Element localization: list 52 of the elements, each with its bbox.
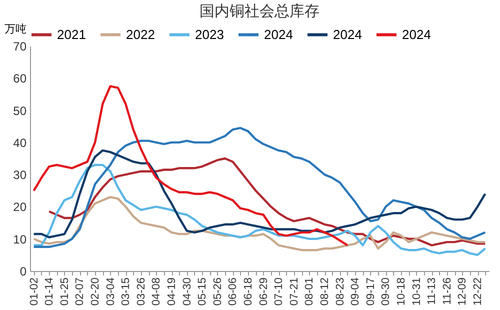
x-tick-label: 08-23 xyxy=(334,278,346,306)
x-tick-label: 05-26 xyxy=(212,278,224,306)
x-tick-label: 07-10 xyxy=(273,278,286,306)
line-series xyxy=(32,164,486,256)
y-tick-label: 50 xyxy=(13,104,27,118)
legend-label: 2021 xyxy=(57,26,86,42)
x-tick-label: 08-12 xyxy=(319,278,332,306)
x-tick-label: 04-30 xyxy=(181,278,194,306)
x-tick-label: 06-18 xyxy=(242,278,255,306)
y-tick-label: 20 xyxy=(13,200,27,214)
x-tick-label: 06-06 xyxy=(227,278,240,306)
x-tick-label: 08-01 xyxy=(304,278,316,306)
legend-label: 2023 xyxy=(195,26,224,42)
y-tick-label: 40 xyxy=(13,136,27,150)
x-tick-label: 12-22 xyxy=(472,278,484,306)
x-tick-label: 09-17 xyxy=(364,278,377,306)
y-tick-label: 0 xyxy=(20,264,27,278)
x-tick-label: 01-14 xyxy=(44,278,56,306)
line-series xyxy=(32,196,486,252)
line-series xyxy=(32,149,486,238)
x-tick-label: 09-30 xyxy=(380,278,392,306)
x-tick-label: 04-08 xyxy=(150,278,163,306)
x-tick-label: 03-26 xyxy=(135,278,148,306)
line-series xyxy=(48,157,486,246)
x-tick-label: 03-15 xyxy=(120,278,132,306)
y-axis-title: 万吨 xyxy=(4,22,26,36)
x-tick-label: 03-04 xyxy=(104,278,117,306)
legend-label: 2024 xyxy=(264,26,293,42)
legend-label: 2022 xyxy=(126,26,155,42)
x-tick-label: 11-13 xyxy=(426,278,438,305)
x-tick-label: 06-29 xyxy=(258,278,270,306)
y-tick-label: 60 xyxy=(13,72,27,86)
x-tick-label: 12-09 xyxy=(456,278,469,306)
line-series xyxy=(32,126,486,248)
x-tick-label: 04-19 xyxy=(166,278,178,306)
x-tick-label: 07-21 xyxy=(288,278,300,306)
legend-label: 2024 xyxy=(333,26,362,42)
chart-title: 国内铜社会总库存 xyxy=(200,3,320,20)
x-tick-label: 05-15 xyxy=(196,278,209,306)
x-tick-label: 01-02 xyxy=(28,278,40,306)
x-tick-label: 10-31 xyxy=(410,278,423,306)
x-tick-label: 09-04 xyxy=(350,278,362,306)
x-tick-label: 02-07 xyxy=(74,278,86,306)
legend-label: 2024 xyxy=(402,26,431,42)
x-tick-label: 02-20 xyxy=(90,278,102,306)
line-series xyxy=(32,85,349,246)
x-tick-label: 10-18 xyxy=(396,278,408,306)
y-tick-label: 30 xyxy=(13,168,27,182)
x-tick-label: 01-25 xyxy=(58,278,71,306)
x-tick-label: 11-26 xyxy=(441,278,454,305)
y-tick-label: 10 xyxy=(13,232,27,246)
y-tick-label: 70 xyxy=(13,40,27,54)
